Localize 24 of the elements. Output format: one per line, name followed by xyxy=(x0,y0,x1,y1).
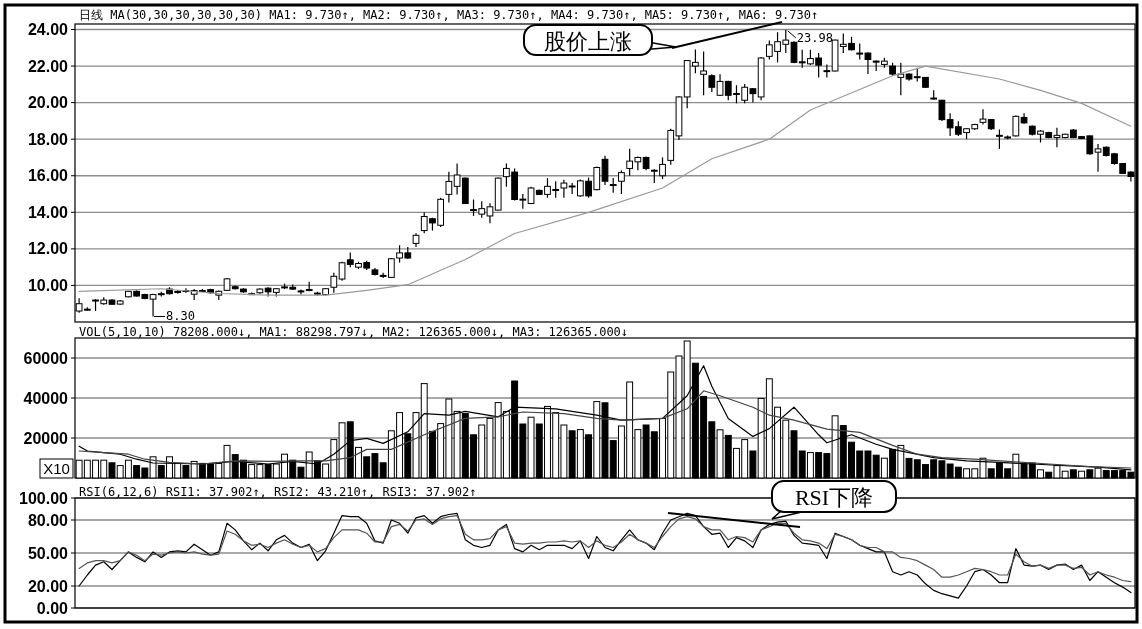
y-tick-label: 20000 xyxy=(23,429,69,447)
y-tick-label: 18.00 xyxy=(27,130,69,148)
y-tick-label: 12.00 xyxy=(27,240,69,258)
y-tick-label: 20.00 xyxy=(27,577,69,595)
text: 日线 MA(30,30,30,30,30,30) MA1: 9.730↑, MA2: 9.730↑, MA3: 9.730↑, MA4: 9.730↑, MA5: 9.730↑, MA6: 9.730↑ xyxy=(79,8,819,22)
y-tick-label: 60000 xyxy=(23,349,69,367)
y-tick-label: 22.00 xyxy=(27,57,69,75)
y-tick-label: 0.00 xyxy=(36,599,69,617)
annotation: 8.30 xyxy=(166,308,195,323)
y-tick-label: 50.00 xyxy=(27,544,69,562)
y-axis-title: X10 xyxy=(43,460,70,477)
y-tick-label: 80.00 xyxy=(27,511,69,529)
y-tick-label: 20.00 xyxy=(27,94,69,112)
y-tick-label: 24.00 xyxy=(27,20,69,38)
annotation: 23.98 xyxy=(796,30,833,45)
annotation: 股价上涨 xyxy=(544,28,632,54)
annotation: VOL(5,10,10) 78208.000↓, MA1: 88298.797↓, MA2: 126365.000↓, MA3: 126365.000↓ xyxy=(79,325,629,339)
y-tick-label: 16.00 xyxy=(27,167,69,185)
y-tick-label: 100.00 xyxy=(19,489,69,507)
y-tick-label: 40000 xyxy=(23,389,69,407)
annotation: RSI(6,12,6) RSI1: 37.902↑, RSI2: 43.210↑, RSI3: 37.902↑ xyxy=(79,485,477,499)
y-tick-label: 10.00 xyxy=(27,276,69,294)
y-tick-label: 14.00 xyxy=(27,203,69,221)
annotation: RSI下降 xyxy=(794,485,874,510)
